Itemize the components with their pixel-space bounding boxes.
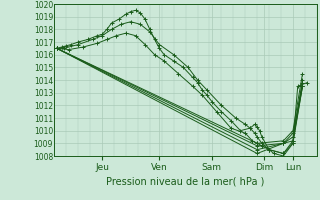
X-axis label: Pression niveau de la mer( hPa ): Pression niveau de la mer( hPa ) — [107, 176, 265, 186]
